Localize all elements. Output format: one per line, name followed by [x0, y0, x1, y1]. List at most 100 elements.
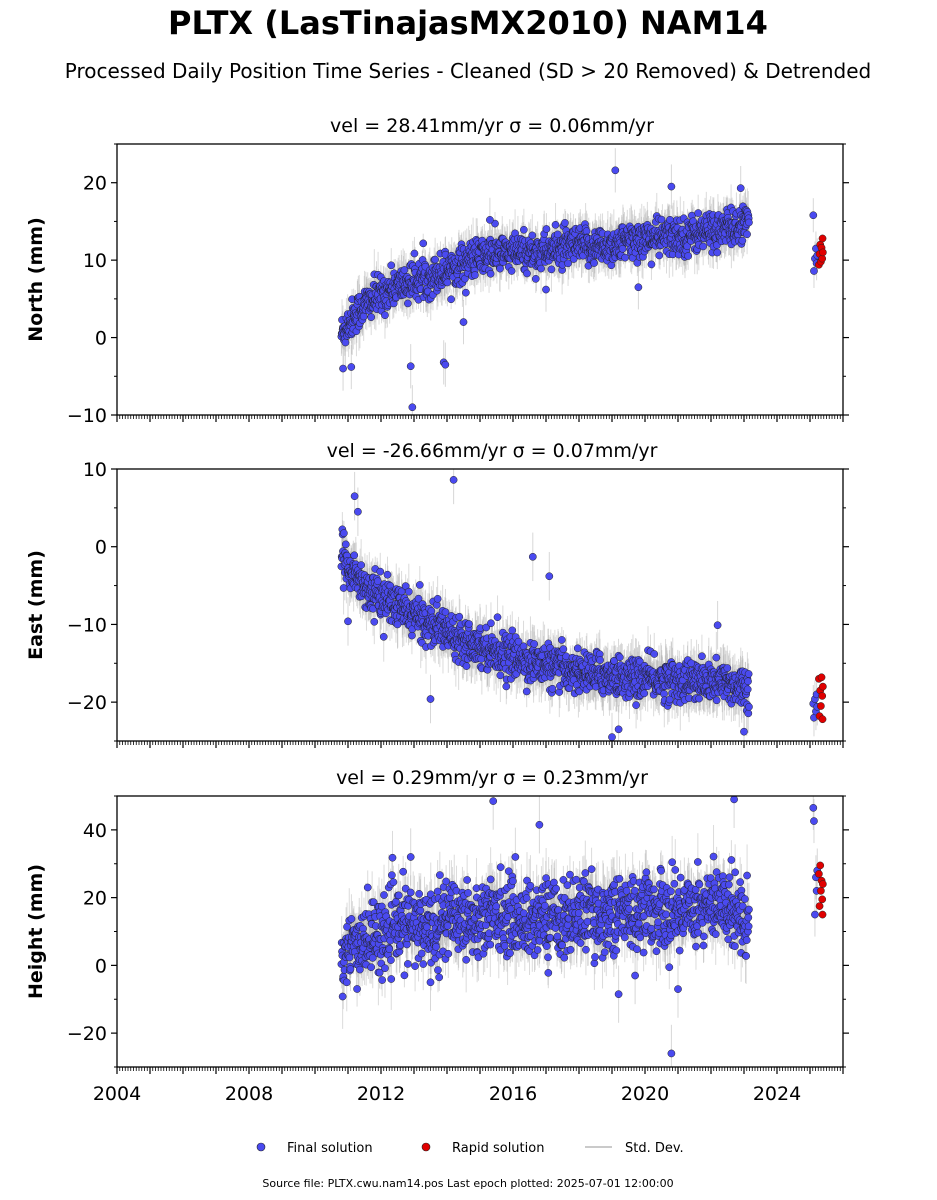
rapid-point: [818, 234, 827, 243]
final-solution-points-east: [337, 476, 822, 741]
x-ticks-north: [116, 415, 844, 422]
final-point: [486, 269, 495, 278]
final-point: [443, 278, 452, 287]
panel-north: vel = 28.41mm/yr σ = 0.06mm/yr North (mm)…: [25, 115, 849, 427]
final-point: [548, 684, 557, 693]
final-point-outlier: [441, 360, 450, 369]
final-point: [350, 551, 359, 560]
final-point: [408, 631, 416, 640]
final-point: [523, 269, 531, 278]
final-point: [561, 219, 569, 227]
final-point: [462, 288, 470, 297]
final-point: [553, 230, 562, 239]
final-point: [647, 260, 656, 269]
final-point: [340, 529, 348, 537]
final-point-outlier: [736, 184, 745, 192]
final-point: [657, 215, 666, 224]
final-point-outlier: [667, 182, 676, 191]
final-point: [419, 239, 428, 248]
final-point: [743, 230, 751, 239]
final-point: [370, 617, 379, 626]
final-point: [431, 255, 439, 264]
final-point: [557, 636, 566, 644]
y-axis-label-north: North (mm): [25, 217, 47, 342]
final-point: [496, 264, 504, 273]
final-point: [387, 261, 396, 270]
panel-title-east: vel = -26.66mm/yr σ = 0.07mm/yr: [327, 440, 658, 462]
final-point-outlier: [459, 318, 468, 326]
final-point-outlier: [347, 363, 356, 371]
final-point: [564, 259, 572, 268]
plot-area-north: [337, 148, 827, 415]
y-tick-label: 0: [95, 328, 107, 350]
final-point: [738, 236, 747, 245]
final-point: [514, 637, 523, 646]
final-point: [547, 265, 556, 274]
final-point: [699, 242, 708, 251]
final-point: [508, 626, 517, 635]
final-point: [683, 242, 692, 251]
final-point: [441, 608, 450, 616]
figure-subtitle: Processed Daily Position Time Series - C…: [65, 59, 871, 83]
final-point: [381, 311, 389, 320]
final-point: [496, 671, 505, 680]
rapid-point: [819, 248, 827, 257]
panel-title-north: vel = 28.41mm/yr σ = 0.06mm/yr: [330, 115, 654, 137]
panel-east: vel = -26.66mm/yr σ = 0.07mm/yr East (mm)…: [25, 440, 849, 748]
final-point-outlier: [408, 403, 417, 412]
final-point: [341, 338, 350, 347]
final-point: [502, 682, 511, 691]
final-point: [379, 632, 388, 641]
final-point: [447, 295, 455, 304]
final-point: [520, 225, 528, 234]
y-tick-label: 10: [83, 250, 107, 272]
final-point: [745, 218, 753, 227]
panels-group: vel = 28.41mm/yr σ = 0.06mm/yr North (mm)…: [25, 115, 849, 1105]
final-point: [618, 244, 627, 253]
final-point: [433, 594, 442, 603]
final-point: [590, 259, 598, 267]
final-solution-points-north: [337, 166, 822, 412]
rapid-solution-points-north: [815, 234, 827, 269]
final-point-outlier: [542, 285, 550, 294]
final-point: [493, 613, 502, 622]
final-point: [559, 645, 568, 653]
final-point: [530, 640, 539, 648]
y-axis-label-east: East (mm): [25, 550, 47, 660]
final-point: [562, 652, 571, 661]
plot-area-east: [337, 469, 827, 741]
y-ticks-north: −10 0 10 20: [67, 143, 849, 427]
final-point: [400, 266, 409, 274]
final-point: [359, 312, 368, 321]
y-tick-label: −10: [67, 405, 107, 427]
final-point: [462, 662, 471, 670]
figure-title: PLTX (LasTinajasMX2010) NAM14: [168, 4, 768, 42]
final-point: [373, 577, 382, 586]
final-point: [537, 264, 545, 273]
final-point-recent: [810, 267, 818, 275]
final-point: [367, 313, 376, 322]
final-point: [694, 209, 703, 217]
final-point: [507, 267, 516, 275]
final-point: [341, 540, 350, 549]
final-point: [414, 594, 423, 603]
final-point: [487, 619, 495, 628]
final-point-outlier: [611, 166, 620, 175]
final-point-outlier: [486, 216, 494, 224]
final-point-outlier: [406, 362, 415, 371]
final-point-recent: [809, 211, 818, 220]
final-point: [528, 231, 537, 240]
final-point: [415, 581, 424, 589]
final-point: [455, 612, 464, 621]
final-point: [713, 248, 722, 257]
final-point: [655, 251, 664, 260]
final-point: [357, 561, 366, 569]
final-point: [410, 249, 419, 258]
final-point: [465, 620, 473, 628]
final-point: [542, 225, 551, 233]
final-point: [383, 570, 392, 579]
final-point: [531, 275, 540, 283]
final-point: [427, 607, 436, 615]
final-point-outlier: [339, 364, 347, 373]
